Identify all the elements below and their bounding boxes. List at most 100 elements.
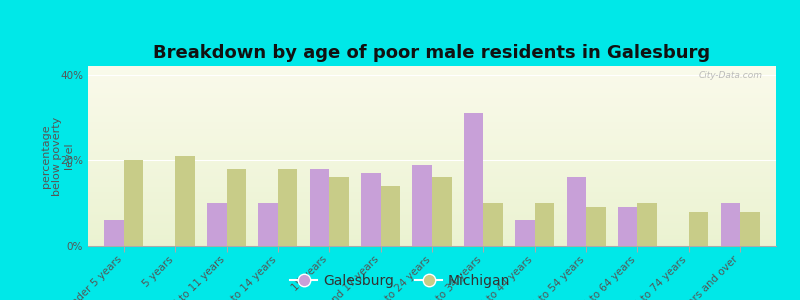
Bar bbox=[689, 212, 708, 246]
Bar bbox=[88, 176, 776, 178]
Bar bbox=[330, 177, 349, 246]
Bar bbox=[88, 205, 776, 206]
Bar bbox=[88, 127, 776, 129]
Bar bbox=[88, 197, 776, 199]
Bar bbox=[88, 104, 776, 106]
Bar bbox=[88, 120, 776, 122]
Bar bbox=[88, 73, 776, 75]
Bar bbox=[618, 207, 638, 246]
Bar bbox=[88, 116, 776, 118]
Bar bbox=[258, 203, 278, 246]
Bar bbox=[88, 219, 776, 221]
Bar bbox=[88, 124, 776, 125]
Bar bbox=[88, 71, 776, 73]
Bar bbox=[175, 156, 194, 246]
Bar bbox=[88, 156, 776, 158]
Bar bbox=[88, 77, 776, 79]
Bar bbox=[88, 122, 776, 124]
Bar bbox=[88, 142, 776, 143]
Bar bbox=[88, 163, 776, 165]
Bar bbox=[88, 86, 776, 88]
Bar bbox=[88, 161, 776, 163]
Bar bbox=[88, 91, 776, 93]
Title: Breakdown by age of poor male residents in Galesburg: Breakdown by age of poor male residents … bbox=[154, 44, 710, 62]
Bar bbox=[88, 118, 776, 120]
Bar bbox=[88, 109, 776, 111]
Bar bbox=[88, 183, 776, 185]
Bar bbox=[88, 215, 776, 217]
Bar bbox=[88, 133, 776, 134]
Bar bbox=[432, 177, 451, 246]
Bar bbox=[88, 134, 776, 136]
Bar bbox=[88, 147, 776, 149]
Bar bbox=[88, 210, 776, 212]
Bar bbox=[88, 70, 776, 71]
Bar bbox=[88, 143, 776, 145]
Bar bbox=[88, 160, 776, 161]
Bar bbox=[310, 169, 330, 246]
Bar bbox=[534, 203, 554, 246]
Bar bbox=[88, 241, 776, 242]
Bar bbox=[88, 223, 776, 224]
Bar bbox=[88, 244, 776, 246]
Bar bbox=[88, 131, 776, 133]
Bar bbox=[226, 169, 246, 246]
Bar bbox=[88, 165, 776, 167]
Bar bbox=[88, 206, 776, 208]
Bar bbox=[88, 167, 776, 169]
Bar bbox=[88, 232, 776, 233]
Bar bbox=[88, 100, 776, 102]
Bar bbox=[88, 199, 776, 201]
Bar bbox=[721, 203, 740, 246]
Bar bbox=[88, 84, 776, 86]
Bar bbox=[88, 80, 776, 82]
Bar bbox=[88, 237, 776, 239]
Bar bbox=[483, 203, 503, 246]
Bar bbox=[88, 235, 776, 237]
Bar bbox=[88, 203, 776, 205]
Bar bbox=[88, 113, 776, 115]
Bar bbox=[566, 177, 586, 246]
Bar bbox=[88, 239, 776, 241]
Bar bbox=[586, 207, 606, 246]
Bar bbox=[88, 66, 776, 68]
Bar bbox=[88, 151, 776, 152]
Bar bbox=[88, 185, 776, 187]
Bar bbox=[88, 68, 776, 70]
Bar bbox=[88, 106, 776, 107]
Bar bbox=[88, 79, 776, 80]
Bar bbox=[88, 188, 776, 190]
Bar bbox=[638, 203, 657, 246]
Y-axis label: percentage
below poverty
level: percentage below poverty level bbox=[41, 116, 74, 196]
Bar bbox=[88, 115, 776, 116]
Bar bbox=[88, 98, 776, 100]
Bar bbox=[88, 217, 776, 219]
Bar bbox=[88, 95, 776, 97]
Bar bbox=[464, 113, 483, 246]
Bar bbox=[88, 107, 776, 109]
Bar bbox=[88, 158, 776, 160]
Bar bbox=[88, 154, 776, 156]
Bar bbox=[88, 174, 776, 176]
Bar bbox=[88, 181, 776, 183]
Bar bbox=[88, 208, 776, 210]
Bar bbox=[88, 136, 776, 138]
Bar bbox=[88, 179, 776, 181]
Bar bbox=[124, 160, 143, 246]
Bar bbox=[381, 186, 400, 246]
Bar bbox=[88, 93, 776, 95]
Bar bbox=[88, 138, 776, 140]
Bar bbox=[88, 178, 776, 179]
Bar bbox=[88, 233, 776, 235]
Bar bbox=[88, 75, 776, 77]
Bar bbox=[88, 190, 776, 192]
Bar bbox=[88, 196, 776, 197]
Bar bbox=[88, 212, 776, 214]
Bar bbox=[413, 165, 432, 246]
Bar bbox=[515, 220, 534, 246]
Bar bbox=[88, 187, 776, 188]
Bar bbox=[88, 102, 776, 104]
Bar bbox=[88, 214, 776, 215]
Bar bbox=[88, 201, 776, 203]
Bar bbox=[88, 111, 776, 113]
